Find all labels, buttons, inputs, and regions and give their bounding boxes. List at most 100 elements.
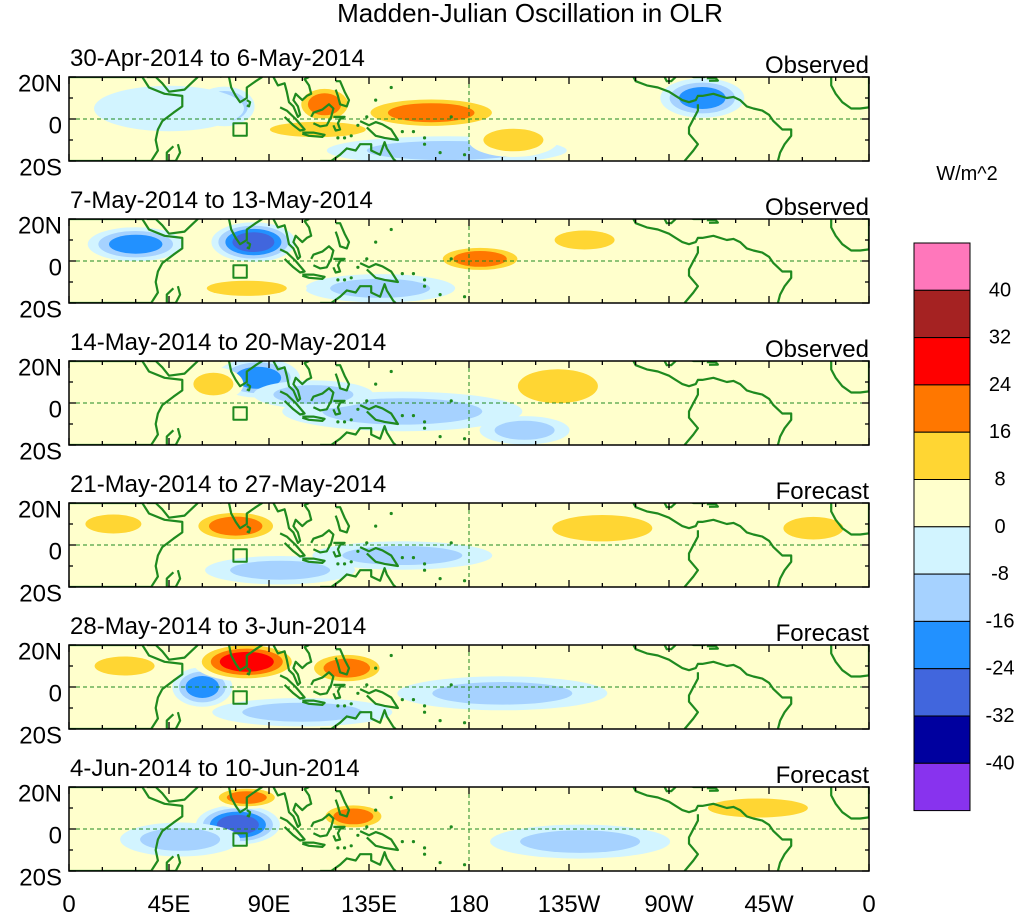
x-tick-label: 45W (744, 891, 794, 918)
colorbar-swatch (913, 526, 971, 575)
colorbar-swatch (913, 573, 971, 622)
island (374, 98, 378, 102)
coastline (165, 427, 182, 445)
colorbar-swatch (913, 715, 971, 764)
panel-kind-label: Forecast (776, 620, 870, 647)
coastline (279, 248, 306, 274)
anomaly-contour (242, 702, 363, 722)
island (342, 846, 347, 850)
coastline (220, 503, 263, 530)
coastline (359, 688, 399, 710)
tick-marks (68, 218, 870, 304)
anomaly-contour (206, 280, 287, 296)
panel-kind-label: Observed (765, 52, 869, 79)
coastline (706, 361, 719, 366)
contour-layer (69, 645, 869, 729)
index-box (232, 122, 248, 137)
coastline (301, 273, 326, 280)
coastline-layer (69, 787, 869, 871)
island (438, 151, 442, 155)
y-tick-label: 20N (18, 212, 62, 239)
colorbar: 40 32 24 16 8 0 -8 -16 -24 -32 -40 (913, 242, 1015, 812)
map-area (68, 360, 870, 446)
tick-marks (68, 360, 870, 446)
coastline (632, 503, 793, 587)
island (365, 115, 369, 119)
island (365, 541, 369, 545)
coastline (146, 361, 199, 377)
coastline (220, 645, 263, 672)
coastline (301, 131, 326, 138)
coastline (706, 503, 719, 508)
panel-3: 14-May-2014 to 20-May-2014 Observed 20N 0 20… (18, 329, 870, 465)
coastline-layer (69, 77, 869, 161)
anomaly-contour (494, 420, 555, 440)
coastline (320, 709, 397, 729)
coastline (683, 530, 699, 587)
coastline (246, 667, 252, 676)
coastline (279, 390, 306, 416)
anomaly-contour (679, 87, 726, 109)
coastline (706, 77, 719, 82)
coastline (830, 503, 869, 536)
coastline (310, 387, 335, 412)
coastline (632, 645, 793, 729)
anomaly-contour (230, 560, 331, 580)
panel-date-range: 21-May-2014 to 27-May-2014 (70, 471, 386, 498)
coastline (359, 404, 399, 426)
coastline (334, 790, 351, 818)
y-tick-label: 0 (49, 112, 62, 139)
island (389, 227, 393, 232)
island (438, 719, 442, 723)
island (336, 704, 340, 708)
coastline (310, 245, 335, 270)
colorbar-label: 32 (989, 327, 1011, 349)
coastline (683, 104, 699, 161)
island (449, 683, 453, 687)
island (422, 846, 427, 850)
island (411, 272, 416, 276)
y-tick-label: 0 (49, 396, 62, 423)
panel-kind-label: Forecast (776, 762, 870, 789)
x-tick-label: 180 (449, 891, 489, 918)
island (349, 276, 353, 280)
x-tick-label: 135E (341, 891, 397, 918)
coastline (310, 103, 335, 128)
coastline (272, 503, 313, 544)
island (365, 683, 369, 687)
anomaly-contour (342, 546, 463, 565)
island (400, 272, 404, 276)
y-tick-label: 20S (19, 296, 62, 323)
coastline (246, 383, 252, 392)
colorbar-swatch (913, 242, 971, 291)
anomaly-contour (333, 808, 374, 825)
panel-6: 4-Jun-2014 to 10-Jun-2014 Forecast 20N 0 20S (18, 755, 870, 891)
coastline (706, 219, 719, 224)
coastline (332, 541, 346, 558)
x-tick-label: 0 (862, 891, 875, 918)
anomaly-contour (707, 798, 808, 818)
colorbar-label: -32 (986, 705, 1015, 727)
coastline (246, 809, 252, 818)
colorbar-label: -8 (991, 563, 1009, 585)
coastline (220, 787, 263, 814)
island (438, 861, 442, 865)
coastline (69, 219, 184, 303)
panel-date-range: 28-May-2014 to 3-Jun-2014 (70, 613, 366, 640)
island (462, 437, 467, 441)
coastline (272, 361, 313, 402)
index-box (232, 548, 248, 563)
coastline (334, 80, 351, 108)
coastline (220, 219, 263, 246)
colorbar-label: 24 (989, 374, 1011, 396)
coastline (830, 787, 869, 820)
coastline (830, 77, 869, 110)
tick-marks (68, 502, 870, 588)
anomaly-contour (109, 234, 163, 254)
colorbar-swatch (913, 384, 971, 433)
coastline (310, 813, 335, 838)
coastline (632, 787, 793, 871)
panel-kind-label: Forecast (776, 478, 870, 505)
coastline (334, 506, 351, 534)
